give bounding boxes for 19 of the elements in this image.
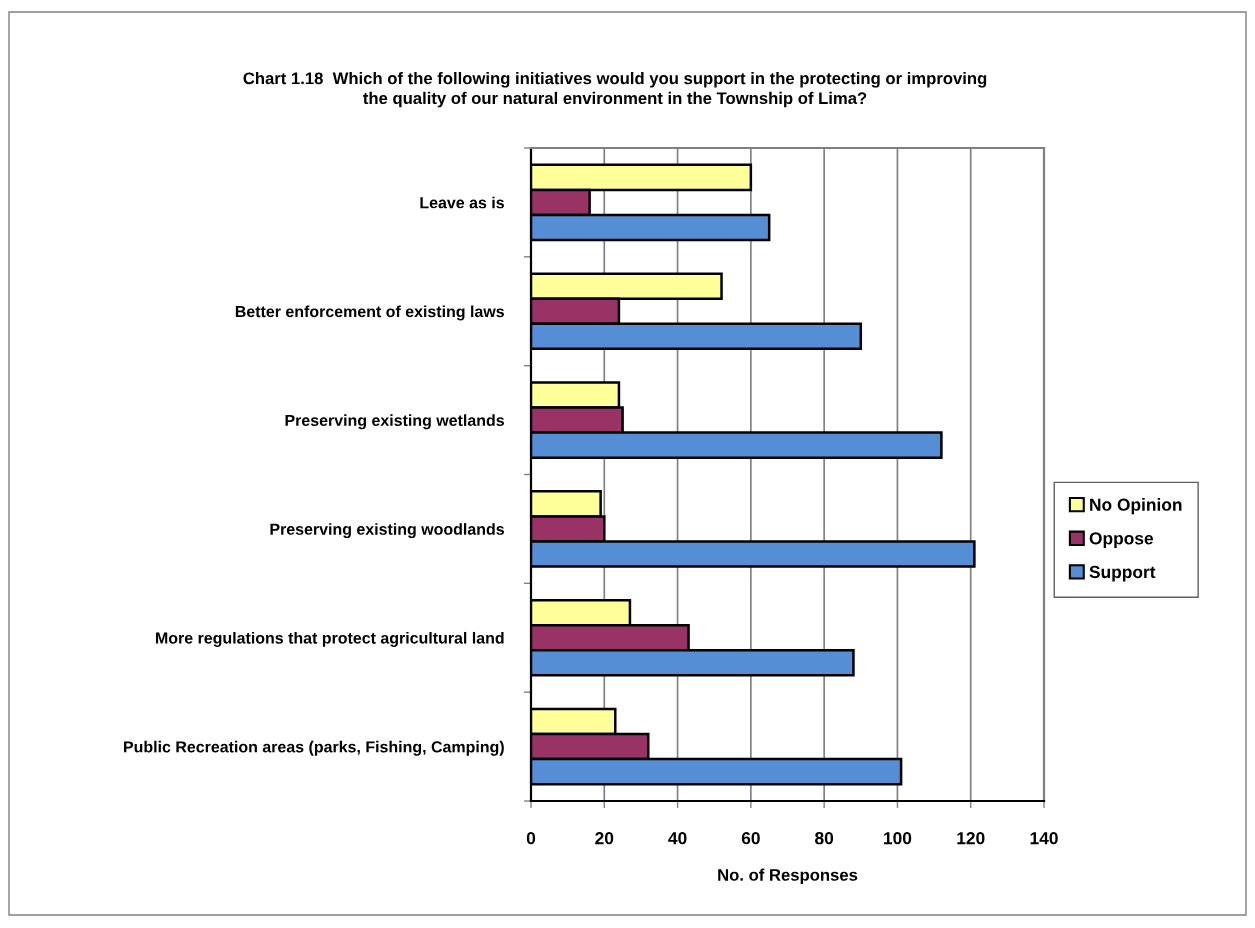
y-tick-label: Public Recreation areas (parks, Fishing, Camping) (124, 740, 504, 756)
x-tick-label: 20 (595, 832, 614, 845)
x-tick-label: 80 (815, 832, 834, 845)
x-tick-label: 120 (957, 832, 985, 845)
chart-title: Chart 1.18 Which of the following initiatives would you support in the protecting or improving the quality of our natural environment in the Township of Lima? (243, 72, 987, 108)
legend-label: No Opinion (1090, 498, 1182, 515)
x-tick-label: 0 (526, 832, 536, 845)
y-tick-label: Better enforcement of existing laws (235, 305, 504, 321)
x-axis-title: No. of Responses (718, 868, 858, 885)
x-tick-label: 140 (1030, 832, 1058, 845)
y-tick-label: More regulations that protect agricultural land (156, 631, 504, 647)
y-tick-label: Preserving existing woodlands (270, 523, 504, 539)
x-tick-label: 40 (668, 832, 687, 845)
x-tick-label: 100 (884, 832, 912, 845)
y-tick-label: Preserving existing wetlands (285, 414, 504, 430)
legend-label: Support (1089, 565, 1156, 582)
x-tick-label: 60 (741, 832, 760, 845)
legend-label: Oppose (1089, 532, 1154, 548)
y-tick-label: Leave as is (420, 196, 504, 209)
